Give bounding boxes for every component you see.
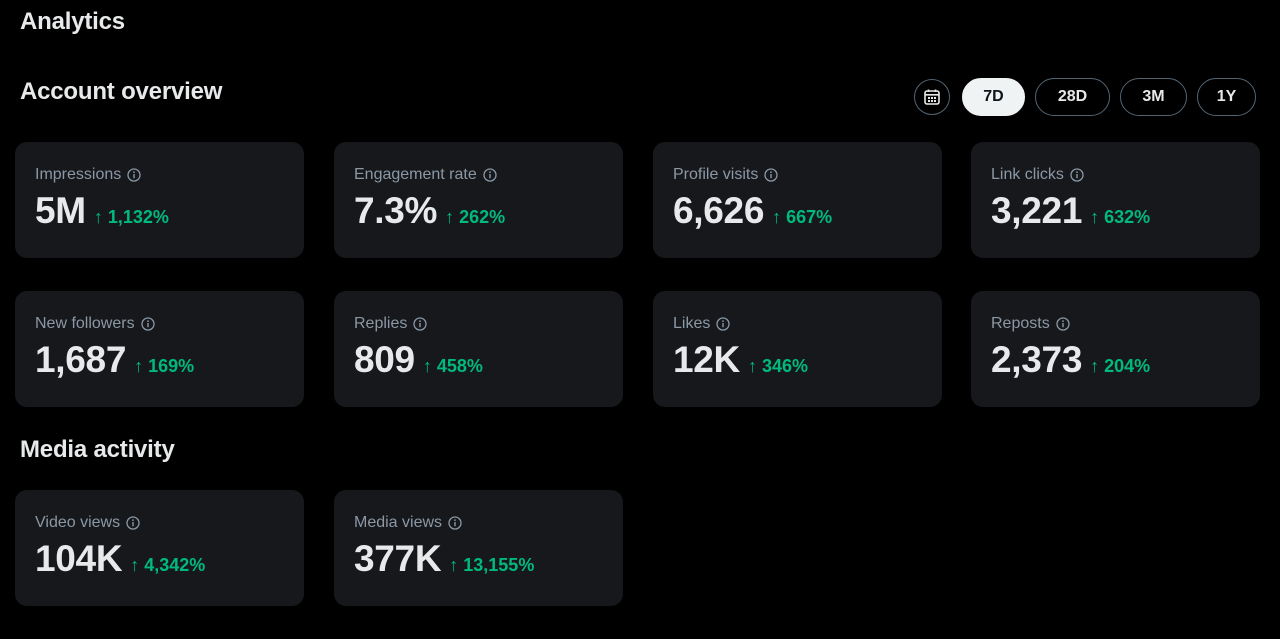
arrow-up-icon: ↑ xyxy=(772,207,782,227)
metric-card-new-followers[interactable]: New followers 1,687 ↑ 169% xyxy=(15,291,304,407)
metric-value: 3,221 xyxy=(991,190,1083,231)
metric-value: 377K xyxy=(354,538,442,579)
info-icon[interactable] xyxy=(127,168,141,182)
metric-change-value: 667% xyxy=(786,207,833,227)
metric-change-value: 632% xyxy=(1104,207,1151,227)
metric-change-value: 262% xyxy=(459,207,506,227)
metric-value: 2,373 xyxy=(991,339,1083,380)
info-icon[interactable] xyxy=(448,516,462,530)
metric-value: 809 xyxy=(354,339,415,380)
info-icon[interactable] xyxy=(1070,168,1084,182)
metric-card-engagement-rate[interactable]: Engagement rate 7.3% ↑ 262% xyxy=(334,142,623,258)
page-title: Analytics xyxy=(20,8,125,35)
metric-label: Media views xyxy=(354,514,443,531)
metric-change: ↑ 169% xyxy=(134,356,194,377)
metric-card-media-views[interactable]: Media views 377K ↑ 13,155% xyxy=(334,490,623,606)
info-icon[interactable] xyxy=(126,516,140,530)
info-icon[interactable] xyxy=(764,168,779,182)
metric-change-value: 169% xyxy=(148,356,195,376)
metric-change: ↑ 4,342% xyxy=(130,555,205,576)
metric-change: ↑ 204% xyxy=(1090,356,1150,377)
metric-change: ↑ 262% xyxy=(445,207,505,228)
metric-card-reposts[interactable]: Reposts 2,373 ↑ 204% xyxy=(971,291,1260,407)
info-icon[interactable] xyxy=(140,317,155,331)
metric-label: Likes xyxy=(673,315,711,332)
metric-card-replies[interactable]: Replies 809 ↑ 458% xyxy=(334,291,623,407)
metric-change: ↑ 346% xyxy=(748,356,808,377)
metric-label: Profile visits xyxy=(673,166,759,183)
range-button-3m[interactable]: 3M xyxy=(1120,78,1187,116)
arrow-up-icon: ↑ xyxy=(422,356,432,376)
metric-card-video-views[interactable]: Video views 104K ↑ 4,342% xyxy=(15,490,304,606)
arrow-up-icon: ↑ xyxy=(747,356,757,376)
metric-value: 7.3% xyxy=(354,190,438,231)
metric-value: 104K xyxy=(35,538,123,579)
metric-change: ↑ 632% xyxy=(1090,207,1150,228)
arrow-up-icon: ↑ xyxy=(1090,207,1100,227)
metric-change-value: 4,342% xyxy=(144,555,206,575)
metric-change-value: 204% xyxy=(1104,356,1151,376)
info-icon[interactable] xyxy=(413,317,428,331)
range-button-7d[interactable]: 7D xyxy=(962,78,1025,116)
metric-change-value: 1,132% xyxy=(107,207,169,227)
metric-change: ↑ 1,132% xyxy=(94,207,169,228)
metric-card-likes[interactable]: Likes 12K ↑ 346% xyxy=(653,291,942,407)
range-button-1y[interactable]: 1Y xyxy=(1197,78,1256,116)
metric-change-value: 346% xyxy=(761,356,809,376)
metric-label: New followers xyxy=(35,315,135,332)
section-title-media-activity: Media activity xyxy=(20,436,175,463)
info-icon[interactable] xyxy=(1056,317,1070,331)
info-icon[interactable] xyxy=(716,317,731,331)
metric-change-value: 13,155% xyxy=(463,555,535,575)
arrow-up-icon: ↑ xyxy=(449,555,459,575)
metric-value: 6,626 xyxy=(673,190,765,231)
metric-label: Replies xyxy=(354,315,408,332)
metric-value: 5M xyxy=(35,190,86,231)
metric-change-value: 458% xyxy=(436,356,483,376)
arrow-up-icon: ↑ xyxy=(134,356,144,376)
metric-change: ↑ 13,155% xyxy=(449,555,534,576)
metric-label: Link clicks xyxy=(991,166,1064,183)
metric-value: 1,687 xyxy=(35,339,127,380)
metric-value: 12K xyxy=(673,339,740,380)
metric-label: Reposts xyxy=(991,315,1050,332)
metric-label: Impressions xyxy=(35,166,122,183)
metric-card-impressions[interactable]: Impressions 5M ↑ 1,132% xyxy=(15,142,304,258)
metric-card-link-clicks[interactable]: Link clicks 3,221 ↑ 632% xyxy=(971,142,1260,258)
arrow-up-icon: ↑ xyxy=(130,555,140,575)
info-icon[interactable] xyxy=(483,168,497,182)
date-range-selector: 7D 28D 3M 1Y xyxy=(914,78,1256,116)
metric-label: Engagement rate xyxy=(354,166,477,183)
calendar-icon xyxy=(924,89,940,105)
arrow-up-icon: ↑ xyxy=(445,207,455,227)
metric-card-profile-visits[interactable]: Profile visits 6,626 ↑ 667% xyxy=(653,142,942,258)
range-button-28d[interactable]: 28D xyxy=(1035,78,1110,116)
section-title-account-overview: Account overview xyxy=(20,78,223,105)
arrow-up-icon: ↑ xyxy=(1090,356,1100,376)
metric-label: Video views xyxy=(35,514,121,531)
metric-change: ↑ 667% xyxy=(772,207,832,228)
metric-change: ↑ 458% xyxy=(423,356,483,377)
calendar-button[interactable] xyxy=(914,79,950,115)
arrow-up-icon: ↑ xyxy=(93,207,103,227)
